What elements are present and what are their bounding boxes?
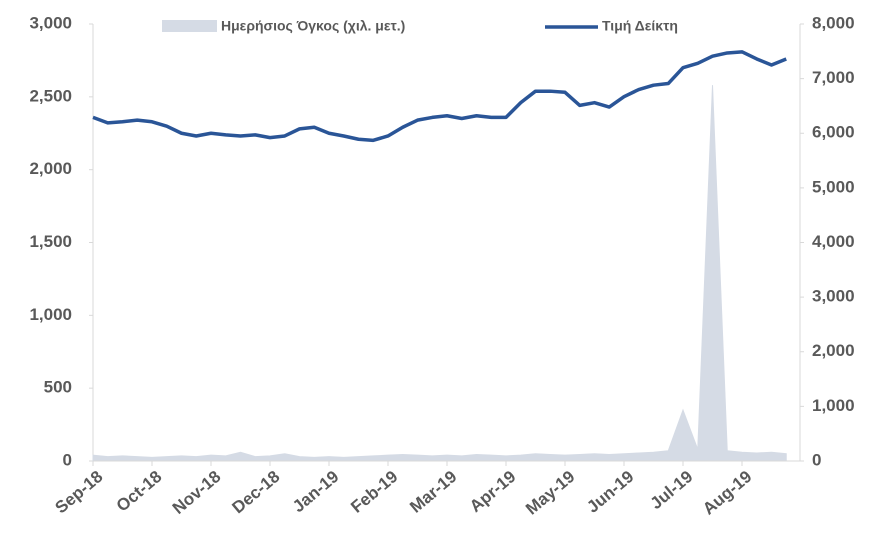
y-tick-label: 2,000 — [29, 159, 72, 178]
x-tick-label: Nov-18 — [169, 467, 225, 518]
x-tick-label: Jun-19 — [583, 467, 637, 517]
y2-tick-label: 1,000 — [812, 396, 855, 415]
legend-label: Τιμή Δείκτη — [602, 18, 678, 34]
volume-area — [92, 85, 787, 462]
legend-label: Ημερήσιος Όγκος (χιλ. μετ.) — [221, 18, 405, 34]
x-tick-label: Jul-19 — [647, 467, 697, 513]
x-tick-label: Apr-19 — [466, 467, 519, 516]
y2-tick-label: 7,000 — [812, 68, 855, 87]
x-tick-label: Jan-19 — [289, 467, 342, 516]
y2-tick-label: 3,000 — [812, 287, 855, 306]
legend-swatch — [162, 20, 217, 32]
y2-tick-label: 8,000 — [812, 13, 855, 32]
y-tick-label: 500 — [44, 378, 72, 397]
y2-tick-label: 0 — [812, 450, 821, 469]
legend: Ημερήσιος Όγκος (χιλ. μετ.) Τιμή Δείκτη — [162, 18, 678, 34]
y-tick-label: 1,500 — [29, 232, 72, 251]
x-tick-label: Sep-18 — [52, 467, 107, 517]
y-tick-label: 0 — [63, 450, 72, 469]
x-tick-label: Dec-18 — [229, 467, 284, 517]
y-tick-label: 3,000 — [29, 13, 72, 32]
x-tick-label: May-19 — [522, 467, 578, 519]
y2-tick-label: 5,000 — [812, 177, 855, 196]
x-tick-label: Mar-19 — [406, 467, 460, 517]
y2-tick-label: 6,000 — [812, 123, 855, 142]
index-line — [92, 50, 787, 143]
y2-tick-label: 4,000 — [812, 232, 855, 251]
y2-tick-label: 2,000 — [812, 341, 855, 360]
y-tick-label: 1,000 — [29, 305, 72, 324]
x-tick-label: Feb-19 — [347, 467, 401, 517]
x-tick-label: Oct-18 — [113, 467, 166, 516]
y-tick-label: 2,500 — [29, 86, 72, 105]
x-tick-label: Aug-19 — [699, 467, 755, 519]
